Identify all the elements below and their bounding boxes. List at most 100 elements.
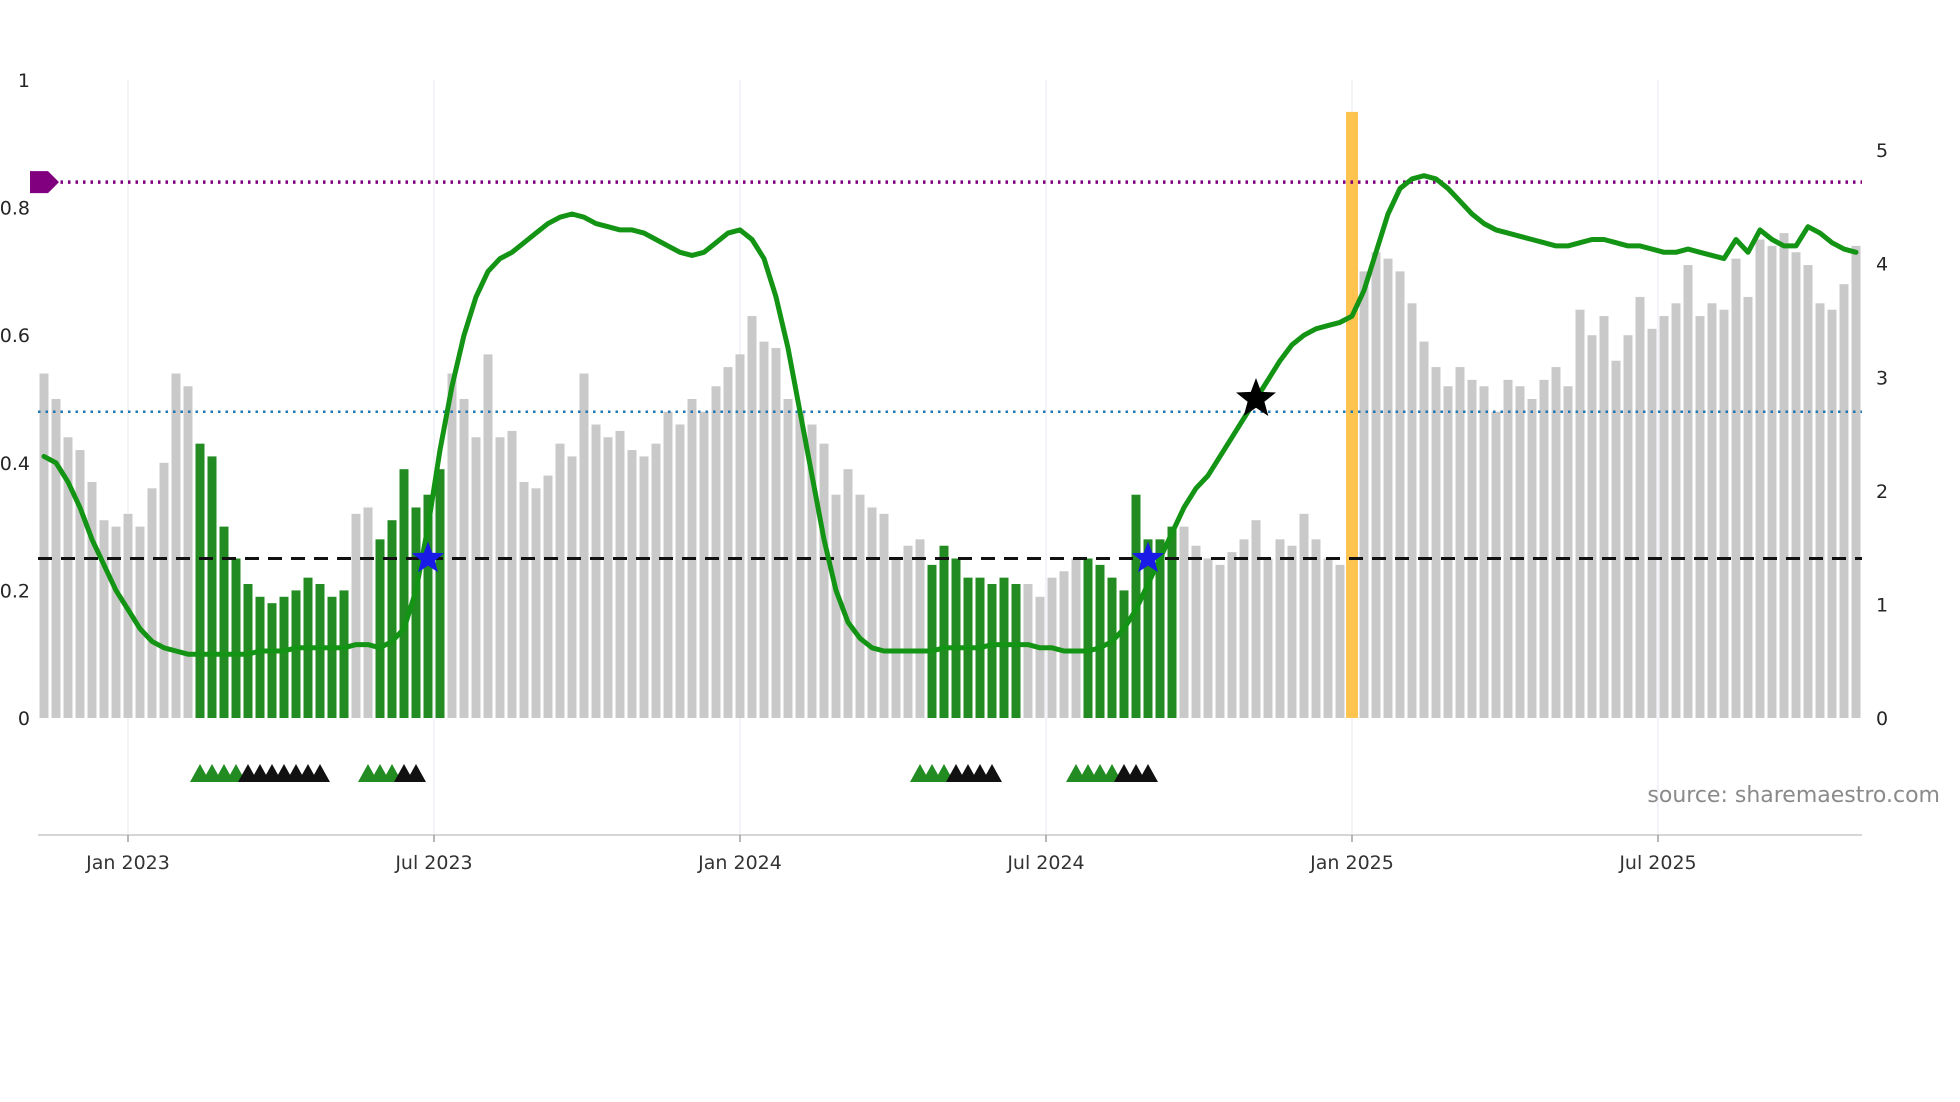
x-axis-tick-label: Jul 2025 bbox=[1618, 852, 1696, 874]
close-price-bar bbox=[99, 520, 109, 718]
accumulation-bar bbox=[327, 596, 337, 718]
accumulation-triangle-icon bbox=[982, 764, 1002, 782]
close-price-bar bbox=[1527, 399, 1537, 718]
close-price-bar bbox=[1383, 258, 1393, 718]
close-price-bar bbox=[1395, 271, 1405, 718]
close-price-bar bbox=[1023, 584, 1033, 718]
close-price-bar bbox=[519, 481, 529, 718]
accumulation-bar bbox=[231, 558, 241, 718]
close-price-bar bbox=[1071, 558, 1081, 718]
close-price-bar bbox=[1551, 367, 1561, 718]
close-price-bar bbox=[675, 424, 685, 718]
close-price-bar bbox=[531, 488, 541, 718]
accumulation-bar bbox=[255, 596, 265, 718]
close-price-bar bbox=[123, 513, 133, 718]
close-price-bar bbox=[1323, 558, 1333, 718]
source-text: source: sharemaestro.com bbox=[1647, 783, 1940, 808]
close-price-bar bbox=[351, 513, 361, 718]
close-price-bar bbox=[1359, 271, 1369, 718]
accumulation-bar bbox=[1155, 539, 1165, 718]
close-price-bar bbox=[1035, 596, 1045, 718]
close-price-bar bbox=[1059, 571, 1069, 718]
accumulation-bar bbox=[339, 590, 349, 718]
close-price-bar bbox=[1743, 296, 1753, 718]
legend: Close Price ★ Investor Buy Signal Moment… bbox=[0, 880, 1960, 1102]
close-price-bar bbox=[1791, 252, 1801, 718]
left-axis-tick-label: 1 bbox=[18, 70, 30, 92]
close-price-bar bbox=[867, 507, 877, 718]
close-price-bar bbox=[663, 411, 673, 718]
close-price-bar bbox=[1287, 545, 1297, 718]
close-price-bar bbox=[1731, 258, 1741, 718]
close-price-bar bbox=[711, 386, 721, 718]
close-price-bar bbox=[723, 367, 733, 718]
close-price-bar bbox=[1707, 303, 1717, 718]
close-price-bar bbox=[855, 494, 865, 718]
close-price-bar bbox=[1431, 367, 1441, 718]
close-price-bar bbox=[579, 373, 589, 718]
accumulation-bar bbox=[399, 469, 409, 718]
accumulation-bar bbox=[435, 469, 445, 718]
right-axis-tick-label: 5 bbox=[1876, 140, 1888, 162]
close-price-bar bbox=[639, 456, 649, 718]
price-momentum-chart: 0 0.2 0.4 0.6 0.8 1 0 1 2 3 4 5 Jan 2023 Jul 2023 Jan … bbox=[0, 70, 1940, 874]
smart-money-buy-signal-star-icon bbox=[1131, 541, 1165, 573]
close-price-bar bbox=[447, 373, 457, 718]
close-price-bar bbox=[1587, 335, 1597, 718]
close-price-bar bbox=[1467, 379, 1477, 718]
close-price-bar bbox=[1455, 367, 1465, 718]
x-axis-tick-label: Jan 2023 bbox=[85, 852, 170, 874]
close-price-bar bbox=[831, 494, 841, 718]
close-price-bar bbox=[1827, 309, 1837, 718]
accumulation-bar bbox=[423, 494, 433, 718]
accumulation-bar bbox=[291, 590, 301, 718]
close-price-bar bbox=[819, 443, 829, 718]
close-price-bar bbox=[1851, 245, 1861, 718]
accumulation-bar bbox=[1143, 539, 1153, 718]
close-price-bar bbox=[63, 437, 73, 718]
close-price-bar bbox=[1407, 303, 1417, 718]
close-price-bar bbox=[1179, 526, 1189, 718]
close-price-bar bbox=[1227, 552, 1237, 718]
close-price-bar bbox=[51, 399, 61, 718]
accumulation-bar bbox=[1167, 526, 1177, 718]
close-price-bar bbox=[1659, 316, 1669, 718]
close-price-bar bbox=[471, 437, 481, 718]
accumulation-bar bbox=[387, 520, 397, 718]
accumulation-bar bbox=[1083, 558, 1093, 718]
dtl-breached-bar bbox=[1346, 111, 1358, 718]
accumulation-triangle-icon bbox=[1138, 764, 1158, 782]
accumulation-bar bbox=[1119, 590, 1129, 718]
close-price-bar bbox=[795, 411, 805, 718]
close-price-bar bbox=[903, 545, 913, 718]
accumulation-bar bbox=[279, 596, 289, 718]
close-price-bar bbox=[1671, 303, 1681, 718]
close-price-bar bbox=[1575, 309, 1585, 718]
close-price-bar bbox=[1695, 316, 1705, 718]
x-axis-tick-label: Jul 2024 bbox=[1006, 852, 1084, 874]
left-axis-tick-label: 0.6 bbox=[0, 325, 30, 347]
close-price-bar bbox=[1191, 545, 1201, 718]
close-price-bar bbox=[1251, 520, 1261, 718]
close-price-bar bbox=[1815, 303, 1825, 718]
close-price-bar bbox=[891, 558, 901, 718]
close-price-bar bbox=[1443, 386, 1453, 718]
close-price-bar bbox=[1623, 335, 1633, 718]
close-price-bar bbox=[651, 443, 661, 718]
close-price-bar bbox=[1611, 360, 1621, 718]
close-price-bar bbox=[1491, 411, 1501, 718]
close-price-bar bbox=[1419, 341, 1429, 718]
right-axis-tick-label: 2 bbox=[1876, 481, 1888, 503]
accumulation-triangle-icon bbox=[310, 764, 330, 782]
close-price-bar bbox=[495, 437, 505, 718]
x-axis-tick-label: Jan 2025 bbox=[1309, 852, 1394, 874]
close-price-bar bbox=[543, 475, 553, 718]
close-price-bar bbox=[483, 354, 493, 718]
close-price-bar bbox=[147, 488, 157, 718]
accumulation-bar bbox=[927, 564, 937, 718]
close-price-bar bbox=[1839, 284, 1849, 718]
close-price-bar bbox=[1683, 265, 1693, 718]
close-price-bar bbox=[1311, 539, 1321, 718]
x-axis-tick-label: Jan 2024 bbox=[697, 852, 782, 874]
